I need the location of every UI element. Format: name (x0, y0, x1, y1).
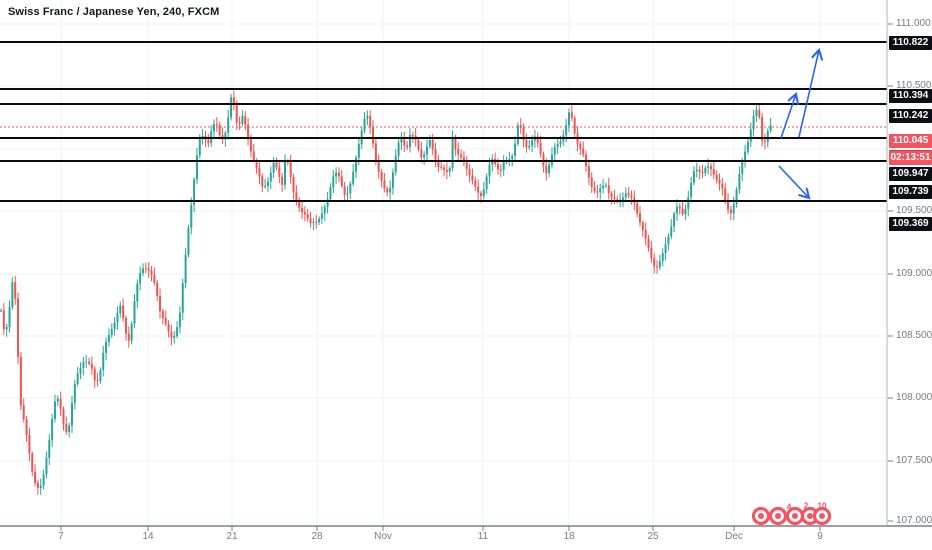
price-level-label: 110.242 (889, 109, 932, 123)
trend-arrow[interactable] (780, 94, 796, 139)
time-tick-label: 21 (226, 531, 238, 542)
symbol-title[interactable]: Swiss Franc / Japanese Yen, 240, FXCM (8, 6, 220, 18)
price-level-label: 109.947 (889, 167, 932, 181)
time-tick-label: 11 (477, 531, 489, 542)
time-tick-label: Nov (374, 531, 392, 542)
price-level-label: 110.822 (889, 36, 932, 50)
price-tick-label: 109.000 (896, 268, 932, 279)
price-tick-label: 108.500 (896, 330, 932, 341)
price-tick-label: 109.500 (896, 205, 932, 216)
event-count-badge: 2 (803, 501, 809, 511)
price-level-label: 110.394 (889, 89, 932, 103)
time-tick-label: Dec (725, 531, 743, 542)
time-tick-label: 7 (58, 531, 64, 542)
time-tick-label: 14 (142, 531, 154, 542)
candle-series (0, 90, 772, 495)
price-tick-label: 110.500 (896, 80, 932, 91)
price-tick-label: 107.500 (896, 455, 932, 466)
countdown-label: 02:13:51 (889, 150, 932, 165)
time-tick-label: 9 (817, 531, 823, 542)
price-level-label: 109.369 (889, 217, 932, 231)
time-tick-label: 18 (563, 531, 575, 542)
time-tick-label: 28 (311, 531, 323, 542)
price-level-label: 109.739 (889, 185, 932, 199)
price-tick-label: 107.000 (896, 515, 932, 526)
event-count-badge: 10 (817, 501, 827, 511)
gridlines (0, 0, 887, 526)
event-count-badge: 4 (786, 502, 792, 512)
price-tick-label: 108.000 (896, 392, 932, 403)
current-price-label: 110.045 (889, 134, 932, 148)
economic-event-icons[interactable] (751, 506, 832, 526)
trend-arrow[interactable] (798, 50, 819, 138)
time-tick-label: 25 (647, 531, 659, 542)
trend-arrow[interactable] (778, 165, 809, 198)
price-tick-label: 111.000 (896, 18, 931, 29)
